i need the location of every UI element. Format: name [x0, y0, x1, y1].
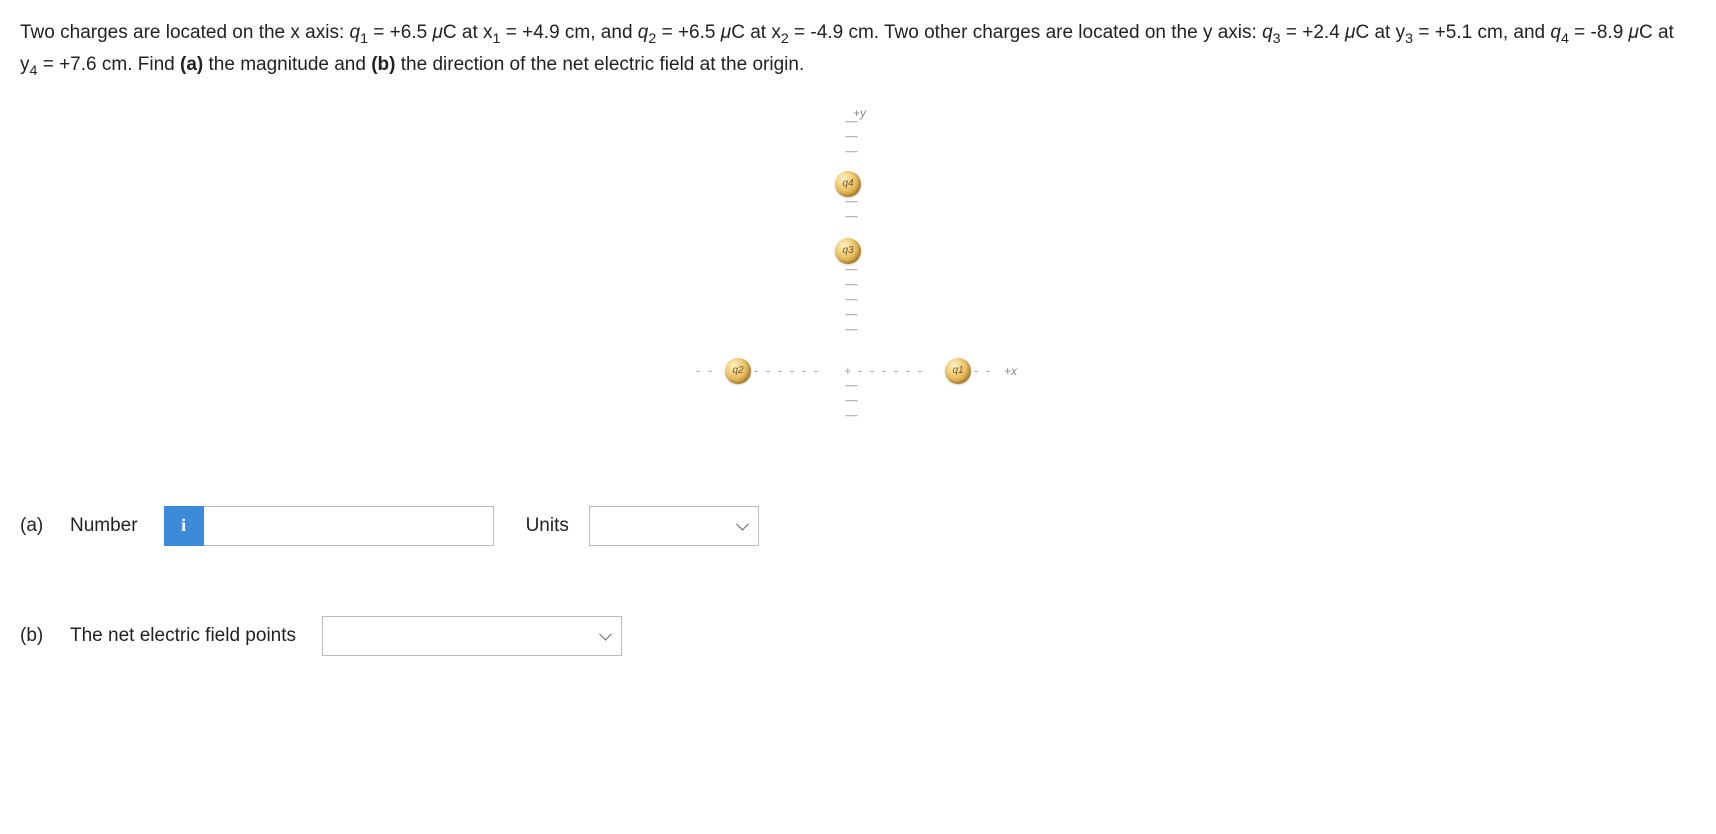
axis-x-dash-left2: - - - - - -	[754, 363, 820, 378]
charge-q2: q2	[725, 358, 751, 384]
answer-row-a: (a) Number i Units	[20, 506, 1696, 546]
part-a-label: (a)	[20, 515, 54, 537]
axis-x-dash-left1: - -	[696, 363, 714, 378]
part-b-label: (b)	[20, 625, 54, 647]
axis-x-dash-right1: - - - - - -	[858, 363, 924, 378]
info-icon[interactable]: i	[164, 506, 204, 546]
axis-y-dash-top: | | |	[845, 120, 860, 157]
units-select[interactable]	[589, 506, 759, 546]
text: Two charges are located on the x axis:	[20, 22, 350, 43]
direction-select[interactable]	[322, 616, 622, 656]
charge-q3: q3	[835, 238, 861, 264]
axis-y-dash-mid1: | |	[845, 200, 860, 222]
units-label: Units	[526, 515, 569, 537]
origin-cross: +	[844, 363, 854, 378]
charge-q1: q1	[945, 358, 971, 384]
magnitude-input[interactable]	[204, 506, 494, 546]
number-label: Number	[70, 515, 138, 537]
charge-diagram: +y | | | q4 | | q3 | | | | | - - q2 - - …	[678, 106, 1038, 446]
answer-row-b: (b) The net electric field points	[20, 616, 1696, 656]
axis-label-x: +x	[1004, 364, 1017, 378]
axis-x-dash-right2: - -	[974, 363, 992, 378]
axis-y-dash-mid2: | | | | |	[845, 268, 860, 335]
axis-label-y: +y	[853, 106, 866, 120]
direction-label: The net electric field points	[70, 625, 296, 647]
axis-y-dash-bottom: | | |	[845, 384, 860, 421]
charge-q4: q4	[835, 171, 861, 197]
problem-statement: Two charges are located on the x axis: q…	[20, 18, 1696, 82]
